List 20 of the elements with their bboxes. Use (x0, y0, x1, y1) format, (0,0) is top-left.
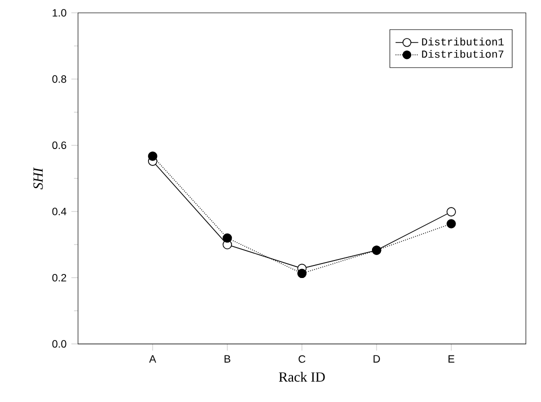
y-tick-label: 0.0 (52, 340, 66, 348)
y-tick-label: 0.4 (52, 208, 66, 216)
y-tick-label: 0.8 (52, 75, 66, 83)
point (297, 268, 307, 278)
x-tick-label: A (149, 355, 156, 363)
y-tick-label: 0.6 (52, 142, 66, 150)
legend-label: Distribution7 (422, 50, 504, 58)
x-tick-label: E (448, 355, 454, 363)
y-axis-title: SHI (33, 167, 43, 190)
y-tick-label: 0.2 (52, 274, 66, 282)
x-tick-label: B (224, 355, 230, 363)
x-axis-title: Rack ID (278, 372, 325, 382)
point (222, 233, 232, 243)
y-tick-label: 1.0 (52, 9, 66, 17)
x-tick-label: C (298, 355, 306, 363)
point (446, 219, 456, 228)
legend-label: Distribution1 (422, 38, 504, 46)
point (148, 152, 158, 161)
x-tick-label: D (374, 355, 380, 363)
point (446, 207, 456, 217)
